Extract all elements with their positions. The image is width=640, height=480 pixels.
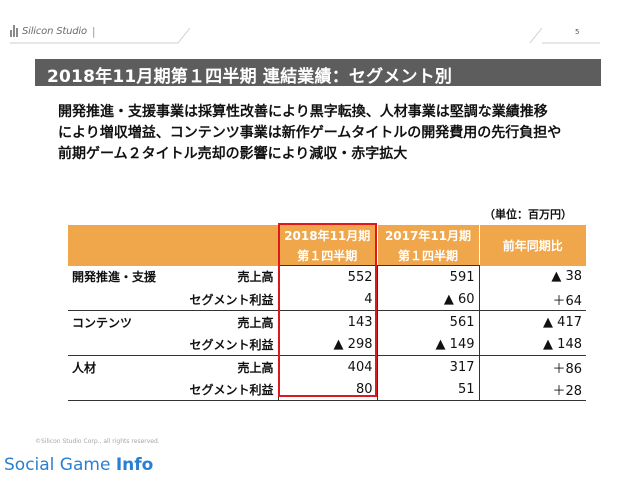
summary-line: により増収増益、コンテンツ事業は新作ゲームタイトルの開発費用の先行負担や	[58, 125, 562, 141]
yoy-value: ▲ 38	[478, 265, 586, 288]
title-bar: 2018年11月期第１四半期 連結業績：セグメント別	[35, 59, 601, 87]
header-current-period: 2018年11月期	[278, 225, 378, 245]
metric-label: セグメント利益	[176, 288, 278, 311]
copyright-notice: ©Silicon Studio Corp., all rights reserv…	[35, 438, 160, 445]
table-row: セグメント利益 ▲ 298 ▲ 149 ▲ 148	[68, 333, 586, 356]
yoy-value: ▲ 417	[478, 310, 586, 333]
segment-name: 人材	[72, 360, 97, 375]
current-value: 4	[277, 288, 377, 311]
current-value: 143	[277, 310, 377, 333]
segment-name: 開発推進・支援	[72, 270, 157, 285]
segment-name: コンテンツ	[72, 315, 133, 330]
header-blank	[68, 225, 278, 266]
slide-title: 2018年11月期第１四半期 連結業績：セグメント別	[47, 67, 453, 87]
header-prior-period: 2017年11月期	[377, 225, 480, 245]
current-value: 80	[277, 378, 377, 401]
table-row: セグメント利益 4 ▲ 60 ＋64	[68, 288, 586, 311]
segment-name	[68, 288, 176, 311]
prior-value: ▲ 60	[376, 288, 479, 311]
header-yoy-change: 前年同期比	[479, 225, 586, 266]
yoy-value: ＋86	[478, 355, 586, 378]
metric-label: セグメント利益	[176, 333, 278, 356]
summary-text: 開発推進・支援事業は採算性改善により黒字転換、人材事業は堅調な業績推移 により増…	[58, 102, 618, 165]
header-prior-quarter: 第１四半期	[377, 245, 480, 266]
yoy-value: ▲ 148	[478, 333, 586, 356]
prior-value: 561	[376, 310, 479, 333]
prior-value: 317	[376, 355, 479, 378]
prior-value: ▲ 149	[376, 333, 479, 356]
segment-name	[68, 378, 176, 401]
watermark-text: Social Game	[4, 455, 116, 475]
logo-text: Silicon Studio	[22, 25, 87, 37]
logo-mark-icon	[10, 25, 19, 37]
metric-label: 売上高	[237, 270, 274, 285]
current-value: 404	[277, 355, 377, 378]
segment-name	[68, 333, 176, 356]
unit-note: （単位：百万円）	[484, 208, 572, 221]
current-value: 552	[277, 265, 377, 288]
table-row: セグメント利益 80 51 ＋28	[68, 378, 586, 401]
page-number: 5	[575, 28, 580, 36]
source-watermark: Social Game Info	[4, 455, 153, 475]
header-current-quarter: 第１四半期	[278, 245, 378, 266]
slide-header: Silicon Studio | 5	[0, 0, 640, 56]
metric-label: 売上高	[237, 315, 274, 330]
header-decoration-lines	[10, 27, 600, 44]
yoy-value: ＋64	[478, 288, 586, 311]
table-row: 開発推進・支援 売上高 552 591 ▲ 38	[68, 265, 586, 288]
table-row: コンテンツ 売上高 143 561 ▲ 417	[68, 310, 586, 333]
summary-line: 前期ゲーム２タイトル売却の影響により減収・赤字拡大	[58, 146, 408, 162]
yoy-value: ＋28	[478, 378, 586, 401]
summary-line: 開発推進・支援事業は採算性改善により黒字転換、人材事業は堅調な業績推移	[58, 104, 548, 120]
prior-value: 51	[376, 378, 479, 401]
metric-label: セグメント利益	[176, 378, 278, 401]
metric-label: 売上高	[237, 360, 274, 375]
logo-separator: |	[91, 24, 96, 38]
company-logo: Silicon Studio |	[10, 24, 96, 38]
segment-results-table: 2018年11月期 2017年11月期 前年同期比 第１四半期 第１四半期 開発…	[68, 225, 586, 401]
watermark-bold: Info	[115, 455, 154, 475]
prior-value: 591	[376, 265, 479, 288]
table-row: 人材 売上高 404 317 ＋86	[68, 355, 586, 378]
current-value: ▲ 298	[277, 333, 377, 356]
